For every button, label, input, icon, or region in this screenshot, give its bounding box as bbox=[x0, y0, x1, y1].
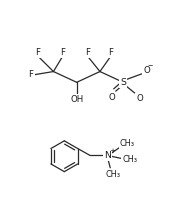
Text: −: − bbox=[148, 63, 153, 69]
Text: F: F bbox=[28, 70, 33, 79]
Text: O: O bbox=[143, 65, 150, 75]
Text: +: + bbox=[109, 148, 115, 154]
Text: CH₃: CH₃ bbox=[122, 155, 137, 164]
Text: CH₃: CH₃ bbox=[120, 139, 135, 149]
Text: O: O bbox=[109, 93, 116, 102]
Text: S: S bbox=[120, 78, 126, 87]
Text: F: F bbox=[60, 48, 65, 57]
Text: OH: OH bbox=[70, 95, 83, 104]
Text: F: F bbox=[108, 48, 113, 57]
Text: CH₃: CH₃ bbox=[106, 170, 121, 179]
Text: F: F bbox=[85, 48, 90, 57]
Text: N: N bbox=[104, 151, 111, 160]
Text: F: F bbox=[36, 48, 41, 57]
Text: O: O bbox=[136, 94, 143, 103]
